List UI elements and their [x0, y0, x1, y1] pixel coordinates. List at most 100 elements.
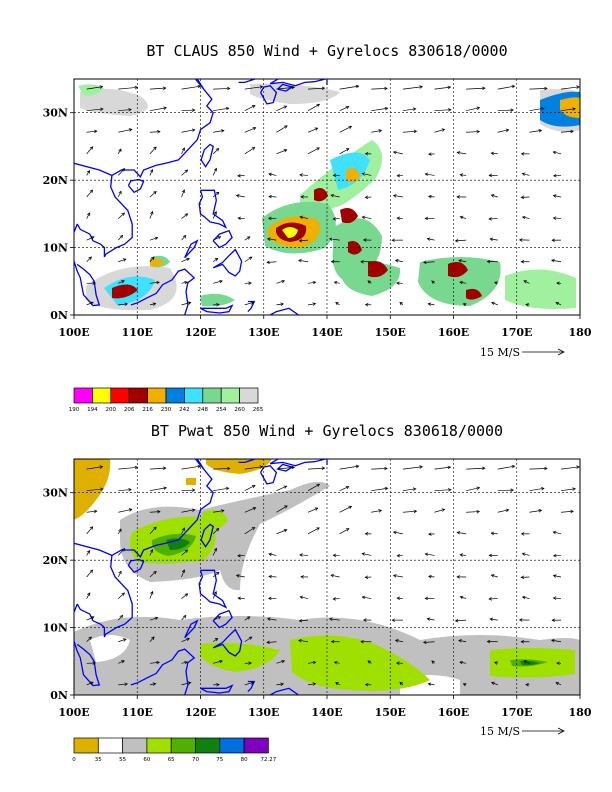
wind-vector-head	[361, 215, 366, 220]
wind-vector	[307, 147, 320, 155]
wind-vector-head	[428, 194, 432, 199]
wind-vector-head	[335, 302, 339, 306]
wind-vector	[423, 641, 435, 643]
coastline	[277, 83, 294, 92]
wind-vector-head	[447, 465, 452, 470]
wind-vector	[118, 235, 123, 241]
wind-vector	[434, 466, 451, 470]
wind-vector-head	[314, 127, 319, 131]
wind-vector-head	[122, 638, 127, 642]
wind-vector	[86, 86, 103, 90]
wind-vector-head	[396, 281, 400, 285]
wind-vector-head	[153, 570, 157, 575]
panel2-x-ticks: 100E 110E 120E 130E 140E 150E 160E 170E 180	[58, 695, 592, 719]
coastline	[277, 463, 294, 472]
wind-vector-head	[151, 636, 155, 640]
wind-vector-head	[431, 280, 435, 284]
wind-vector-head	[378, 129, 383, 133]
wind-vector-head	[510, 488, 514, 492]
wind-vector-head	[134, 85, 139, 90]
wind-vector	[181, 147, 185, 155]
coastline	[200, 684, 234, 694]
wind-vector-head	[235, 194, 240, 198]
wind-vector	[149, 636, 155, 642]
colorbar-swatch	[202, 387, 222, 404]
wind-vector-head	[523, 280, 527, 284]
coastline	[212, 628, 243, 657]
wind-vector-head	[86, 549, 91, 554]
wind-vector-head	[268, 552, 272, 557]
wind-vector-head	[124, 682, 129, 686]
coastline	[260, 84, 278, 105]
wind-vector	[560, 86, 580, 90]
wind-vector-head	[488, 217, 492, 221]
wind-vector-head	[364, 575, 369, 579]
wind-vector	[299, 554, 309, 556]
wind-vector-head	[149, 548, 154, 553]
wind-vector-head	[121, 168, 126, 172]
wind-vector-head	[251, 527, 256, 531]
wind-vector	[181, 258, 190, 263]
wind-vector-head	[364, 682, 369, 687]
wind-vector	[244, 147, 255, 155]
wind-vector	[268, 173, 277, 176]
wind-vector-head	[520, 575, 525, 580]
wind-vector-head	[124, 302, 129, 306]
wind-vector	[393, 151, 403, 155]
wind-vector-head	[362, 618, 367, 622]
wind-vector	[244, 105, 256, 112]
wind-vector	[434, 489, 451, 492]
wind-vector-head	[299, 173, 303, 177]
wind-vector-head	[364, 532, 369, 536]
wind-vector-head	[391, 618, 395, 622]
wind-vector-head	[424, 172, 429, 177]
wind-vector	[523, 280, 530, 284]
wind-vector-head	[157, 130, 161, 134]
colorbar-label: 260	[234, 407, 245, 413]
wind-vector	[181, 509, 195, 513]
panel-claus: BT CLAUS 850 Wind + Gyrelocs 830618/0000	[43, 42, 592, 413]
wind-vector-head	[92, 281, 97, 285]
wind-vector	[181, 281, 188, 284]
wind-vector	[423, 261, 435, 263]
x-tick-label: 120E	[185, 706, 216, 719]
wind-vector-head	[321, 86, 326, 90]
wind-vector	[329, 618, 340, 621]
coastline	[184, 239, 199, 259]
wind-vector	[459, 661, 467, 664]
wind-vector-head	[216, 302, 220, 307]
wind-vector	[455, 619, 467, 622]
wind-vector-head	[219, 659, 223, 664]
wind-vector-head	[482, 466, 486, 471]
wind-vector-head	[551, 638, 555, 643]
wind-vector	[434, 128, 445, 133]
panel1-wind-scale-arrow	[522, 348, 565, 356]
wind-vector	[299, 174, 309, 176]
coastline	[200, 523, 214, 548]
wind-vector-head	[520, 195, 525, 200]
wind-vector-head	[486, 259, 491, 264]
wind-vector-head	[551, 258, 555, 263]
wind-vector	[307, 483, 320, 491]
wind-vector	[117, 571, 122, 578]
wind-vector-head	[182, 614, 187, 619]
wind-vector-head	[181, 569, 186, 573]
wind-vector-head	[216, 682, 220, 687]
wind-vector-head	[266, 640, 270, 645]
wind-vector	[276, 485, 287, 492]
wind-vector-head	[459, 173, 464, 177]
wind-vector-head	[330, 639, 335, 644]
wind-vector-head	[384, 86, 388, 91]
y-tick-label: 0N	[50, 309, 68, 322]
wind-vector-head	[100, 487, 104, 491]
colorbar-swatch	[97, 737, 123, 754]
wind-vector-head	[283, 485, 288, 489]
colorbar-swatch	[128, 387, 148, 404]
wind-vector-head	[392, 530, 397, 535]
x-tick-label: 100E	[58, 326, 89, 339]
wind-vector	[276, 303, 284, 306]
wind-vector-head	[396, 661, 400, 665]
wind-vector-head	[93, 509, 98, 514]
coastline	[269, 307, 299, 315]
colorbar-label: 55	[119, 757, 126, 763]
